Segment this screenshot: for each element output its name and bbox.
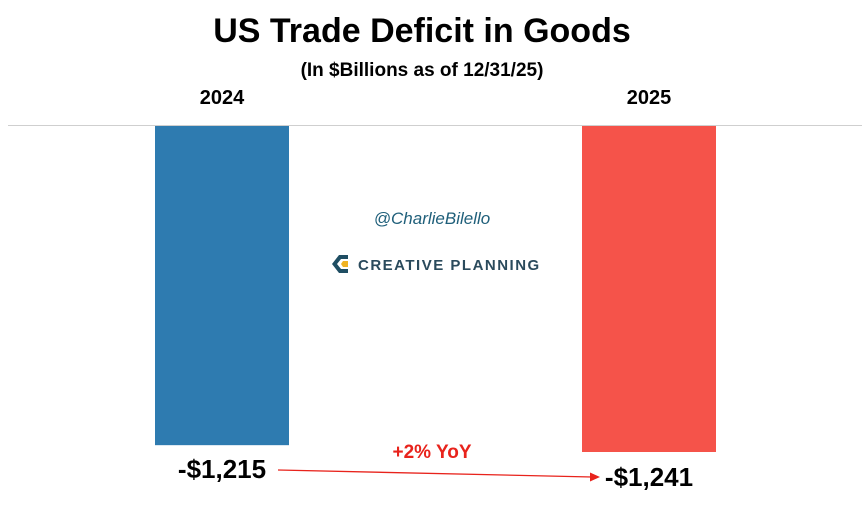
- chart-subtitle: (In $Billions as of 12/31/25): [301, 60, 544, 81]
- value-label-2024: -$1,215: [178, 454, 266, 484]
- watermark-handle: @CharlieBilello: [374, 209, 490, 228]
- chart-title: US Trade Deficit in Goods: [213, 12, 631, 50]
- bar-2025: [582, 126, 716, 452]
- value-label-2025: -$1,241: [605, 462, 693, 492]
- category-label-2024: 2024: [200, 87, 245, 109]
- bar-2024: [155, 126, 289, 446]
- watermark-brand: CREATIVE PLANNING: [358, 257, 541, 274]
- creative-planning-logo-icon: [332, 255, 348, 273]
- category-label-2025: 2025: [627, 87, 672, 109]
- yoy-arrow: [277, 469, 600, 482]
- yoy-annotation: +2% YoY: [392, 442, 471, 463]
